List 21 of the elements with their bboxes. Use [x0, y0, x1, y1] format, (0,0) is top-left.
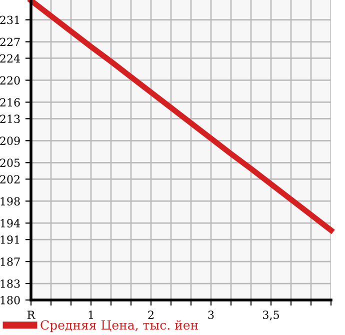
- x-tick-label: 2: [148, 310, 154, 319]
- y-tick-label: 227: [0, 38, 20, 46]
- y-tick-label: 216: [0, 98, 20, 107]
- y-tick-label: 187: [0, 258, 20, 266]
- y-tick-label: 183: [0, 279, 20, 288]
- y-tick-label: 202: [0, 175, 20, 184]
- y-tick-label: 231: [0, 16, 20, 24]
- x-tick-label: 3,5: [263, 310, 279, 320]
- y-tick-label: 220: [0, 76, 20, 85]
- x-tick-label: 3: [208, 310, 214, 320]
- y-tick-label: 224: [0, 54, 20, 62]
- legend-label: Средняя Цена, тыс. йен: [40, 320, 198, 332]
- y-tick-label: 209: [0, 136, 20, 146]
- y-tick-label: 191: [0, 236, 20, 244]
- x-tick-label: 1: [88, 310, 93, 319]
- y-tick-label: 213: [0, 114, 20, 124]
- y-tick-label: 205: [0, 158, 20, 168]
- x-tick-label: R: [27, 310, 36, 319]
- y-tick-label: 198: [0, 197, 20, 206]
- y-tick-label: 194: [0, 219, 20, 228]
- y-tick-label: 180: [0, 296, 20, 304]
